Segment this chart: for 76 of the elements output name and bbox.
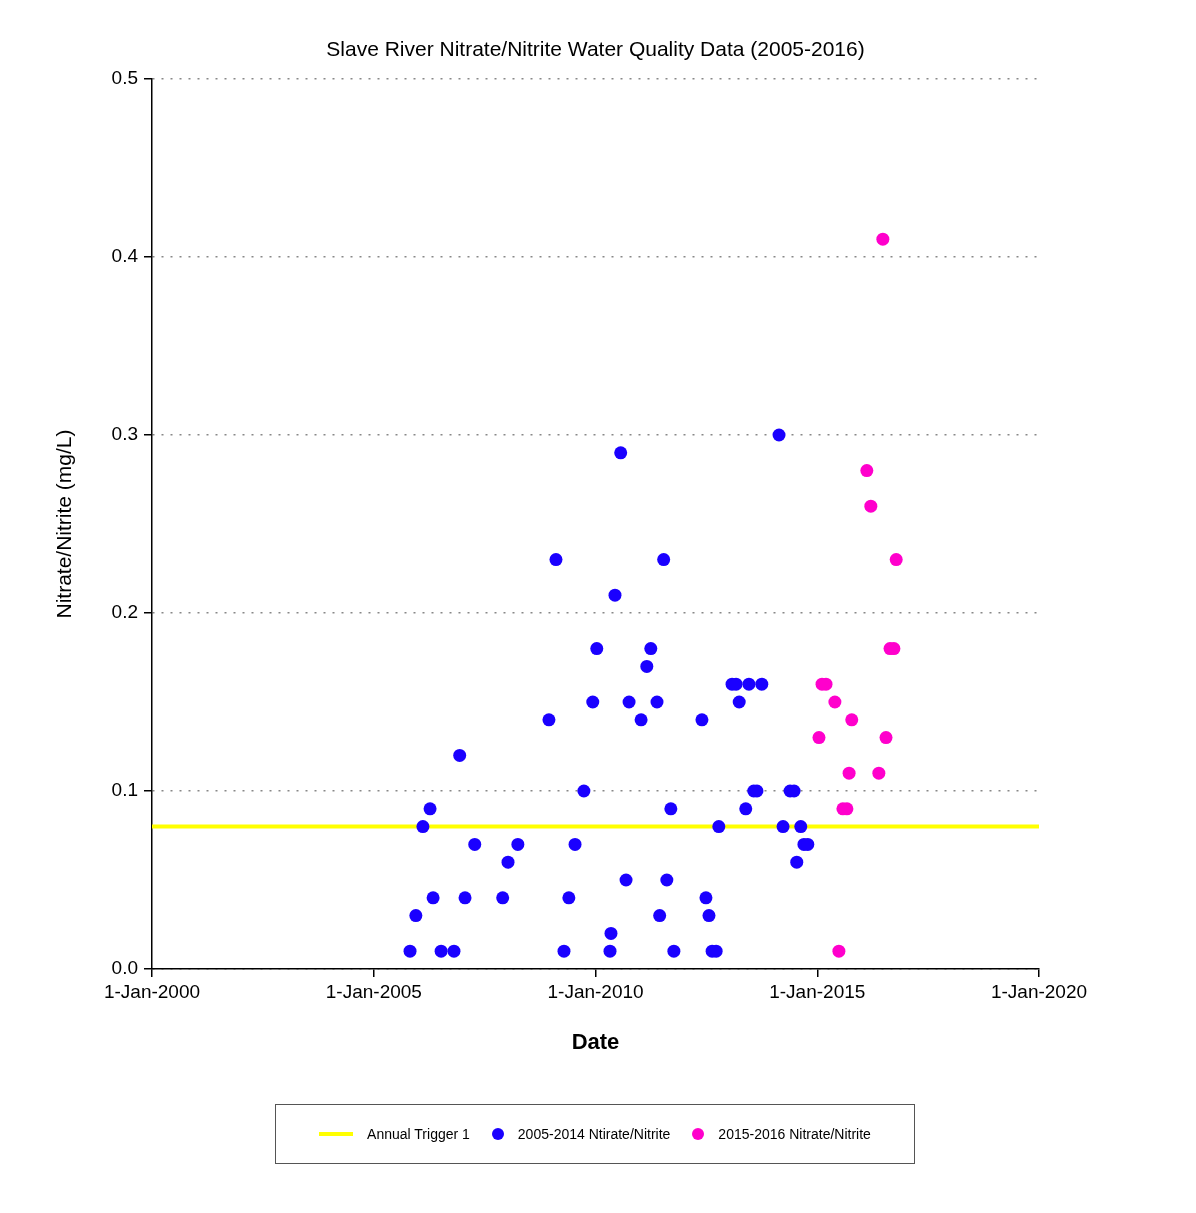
x-tick-label: 1-Jan-2010 [547,980,644,1002]
point [889,553,903,567]
point [860,464,874,478]
point [667,944,681,958]
point [453,748,467,762]
point [458,891,472,905]
y-tick-label: 0.2 [111,601,138,623]
y-tick-label: 0.1 [111,779,138,801]
point [739,802,753,816]
legend-label: 2015-2016 Nitrate/Nitrite [718,1126,871,1142]
x-axis-title: Date [571,1029,620,1055]
point [695,713,709,727]
point [603,944,617,958]
point [872,766,886,780]
chart-title: Slave River Nitrate/Nitrite Water Quality Data (2005-2016) [326,36,865,60]
point [409,909,423,923]
x-tick-label: 1-Jan-2005 [325,980,422,1002]
point [586,695,600,709]
point [468,837,482,851]
point [496,891,510,905]
point [622,695,636,709]
point [828,695,842,709]
point [549,553,563,567]
point [732,695,746,709]
point [619,873,633,887]
point [699,891,713,905]
point [790,855,804,869]
point [879,731,893,745]
x-tick-label: 1-Jan-2000 [103,980,201,1002]
point [403,944,417,958]
point [614,446,628,460]
point [590,642,604,656]
y-tick-label: 0.0 [111,957,138,979]
legend-label: 2005-2014 Ntirate/Nitrite [517,1126,671,1142]
point [634,713,648,727]
point [653,909,667,923]
point [650,695,664,709]
point [755,677,769,691]
x-tick-label: 1-Jan-2015 [769,980,866,1002]
point [511,837,525,851]
point [664,802,678,816]
point [657,553,671,567]
point [842,766,856,780]
point [776,820,790,834]
point [577,784,591,798]
point [864,499,878,513]
point [604,926,618,940]
point [416,820,430,834]
point [832,944,846,958]
point [568,837,582,851]
y-tick-label: 0.5 [111,67,138,89]
point [772,428,786,442]
point [644,642,658,656]
point [742,677,756,691]
point [794,820,808,834]
legend-label: Annual Trigger 1 [367,1126,470,1142]
point [426,891,440,905]
point [423,802,437,816]
y-tick-label: 0.3 [111,423,138,445]
point [608,588,622,602]
point [542,713,556,727]
point [434,944,448,958]
point [876,232,890,246]
y-tick-label: 0.4 [111,245,139,267]
point [812,731,826,745]
y-axis-title: Nitrate/Nitrite (mg/L) [51,429,75,619]
x-tick-label: 1-Jan-2020 [990,980,1088,1002]
point [702,909,716,923]
point [557,944,571,958]
point [712,820,726,834]
point [640,659,654,673]
point [562,891,576,905]
point [501,855,515,869]
point [845,713,859,727]
point [660,873,674,887]
point [447,944,461,958]
